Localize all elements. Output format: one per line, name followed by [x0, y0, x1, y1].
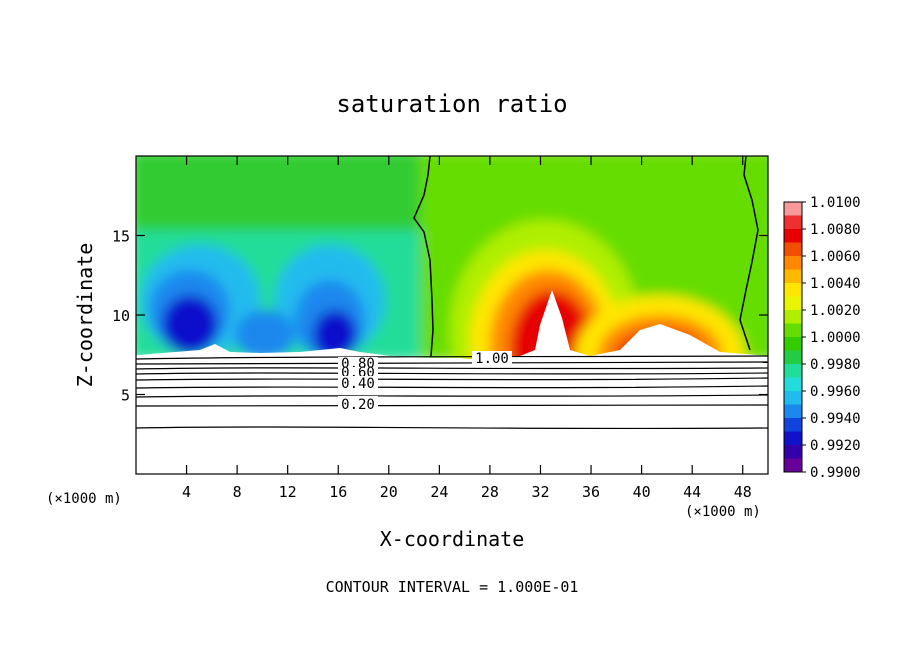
contour-line: [136, 394, 768, 398]
x-tick-label: 40: [633, 483, 651, 501]
colorbar-label: 0.9960: [810, 384, 861, 400]
contour-line: [136, 426, 768, 430]
colorbar-label: 1.0000: [810, 330, 861, 346]
colorbar-swatch: [784, 364, 802, 378]
colorbar-swatch: [784, 431, 802, 446]
contour-line: [136, 385, 768, 389]
contour-line: [136, 372, 768, 375]
colorbar-swatch: [784, 202, 802, 216]
colorbar-swatch: [784, 404, 802, 419]
x-tick-label: 12: [279, 483, 297, 501]
contour-1.00-a: [413, 156, 434, 357]
colorbar-swatch: [784, 283, 802, 297]
colorbar-swatch: [784, 350, 802, 365]
x-axis: 4 8 12 16 20 24 28 32 36 40 44 48: [182, 156, 752, 501]
contour-line: [136, 404, 768, 407]
y-tick-label: 10: [112, 307, 130, 325]
contour-interval-note: CONTOUR INTERVAL = 1.000E-01: [326, 578, 579, 596]
contour-line: [136, 355, 768, 360]
colorbar-swatch: [784, 229, 802, 243]
y-tick-label: 5: [121, 387, 130, 405]
x-unit-label: (×1000 m): [685, 504, 761, 520]
colorbar-swatch: [784, 391, 802, 405]
x-tick-label: 20: [380, 483, 398, 501]
colorbar-swatch: [784, 458, 802, 473]
contour-line: [136, 361, 768, 365]
contour-line: [136, 377, 768, 381]
contour-line: [136, 367, 768, 370]
contour-labels: 1.00 0.80 0.60 0.40 0.20: [338, 351, 512, 413]
colorbar-swatch: [784, 310, 802, 324]
colorbar-label: 1.0040: [810, 276, 861, 292]
y-tick-label: 15: [112, 228, 130, 246]
contour-label-0.20: 0.20: [341, 397, 375, 413]
x-tick-label: 24: [430, 483, 448, 501]
contour-1.00-b: [739, 156, 759, 351]
colorbar-label: 0.9920: [810, 438, 861, 454]
colorbar-swatch: [784, 242, 802, 257]
colorbar: 1.0100 1.0080 1.0060 1.0040 1.0020 1.0000 0.99…: [783, 195, 861, 481]
y-unit-label: (×1000 m): [46, 491, 122, 507]
colorbar-label: 1.0020: [810, 303, 861, 319]
colorbar-swatch: [784, 418, 802, 432]
x-tick-label: 28: [481, 483, 499, 501]
colorbar-label: 1.0080: [810, 222, 861, 238]
contour-label-0.40: 0.40: [341, 376, 375, 392]
contour-label-1.00: 1.00: [475, 351, 509, 367]
chart-title: saturation ratio: [336, 90, 567, 118]
colorbar-swatch: [784, 445, 802, 459]
colorbar-label: 1.0100: [810, 195, 861, 211]
x-tick-label: 44: [683, 483, 701, 501]
colorbar-swatch: [784, 256, 802, 270]
y-axis-label: Z-coordinate: [73, 243, 97, 388]
colorbar-swatch: [784, 323, 802, 338]
colorbar-swatch: [784, 296, 802, 311]
colorbar-label: 0.9980: [810, 357, 861, 373]
x-tick-label: 16: [329, 483, 347, 501]
x-tick-label: 36: [582, 483, 600, 501]
colorbar-swatch: [784, 269, 802, 284]
colorbar-swatch: [784, 337, 802, 351]
x-axis-label: X-coordinate: [380, 527, 525, 551]
x-tick-label: 48: [734, 483, 752, 501]
x-tick-label: 4: [182, 483, 191, 501]
colorbar-swatch: [784, 377, 802, 392]
colorbar-label: 0.9940: [810, 411, 861, 427]
colorbar-label: 1.0060: [810, 249, 861, 265]
y-axis: 5 10 15: [112, 228, 768, 405]
colorbar-swatch: [784, 215, 802, 230]
x-tick-label: 32: [531, 483, 549, 501]
plot-area: 1.00 0.80 0.60 0.40 0.20: [136, 156, 768, 474]
x-tick-label: 8: [233, 483, 242, 501]
colorbar-label: 0.9900: [810, 465, 861, 481]
